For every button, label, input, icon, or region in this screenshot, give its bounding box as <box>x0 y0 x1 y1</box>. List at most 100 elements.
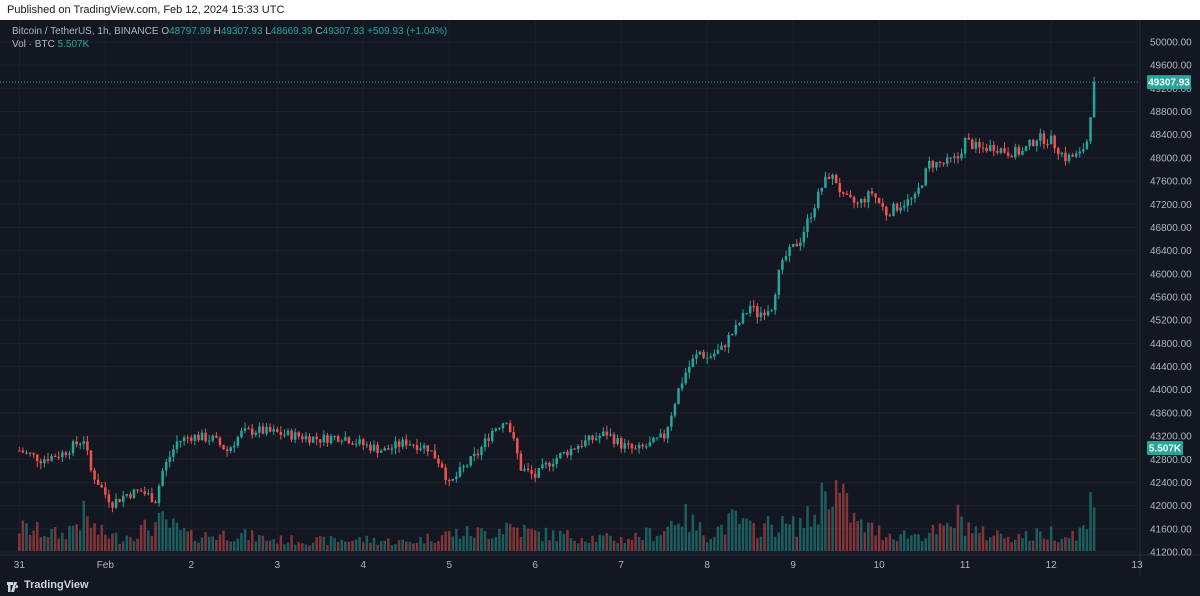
volume-bar <box>924 538 927 551</box>
volume-bar <box>1057 542 1060 551</box>
volume-bar <box>451 536 455 551</box>
candle-down <box>895 203 899 211</box>
candle-down <box>369 444 372 451</box>
volume-bar <box>566 530 569 551</box>
candle-down <box>326 434 329 444</box>
candle-up <box>1021 151 1024 155</box>
time-axis-label: 2 <box>189 560 195 571</box>
candle-up <box>892 203 895 216</box>
candle-down <box>795 244 798 247</box>
volume-bar <box>645 527 648 551</box>
volume-bar <box>730 509 734 551</box>
volume-bar <box>1064 537 1067 551</box>
volume-bar <box>136 538 139 551</box>
volume-bar <box>215 539 218 551</box>
volume-bar <box>150 536 154 551</box>
volume-bar <box>426 533 429 551</box>
volume-bar <box>992 535 996 551</box>
candle-up <box>132 489 136 498</box>
volume-bar <box>788 524 791 551</box>
volume-bar <box>483 530 487 551</box>
volume-bar <box>985 540 988 551</box>
volume-bar <box>261 535 265 551</box>
candle-up <box>233 445 236 448</box>
candle-down <box>361 439 365 446</box>
price-axis-label: 49200.00 <box>1150 84 1192 95</box>
price-axis-label: 49600.00 <box>1150 61 1192 72</box>
volume-bar <box>75 524 78 551</box>
volume-bar <box>555 541 558 551</box>
volume-bar <box>1074 540 1078 551</box>
candle-down <box>519 453 523 471</box>
candle-down <box>838 183 841 193</box>
volume-bar <box>250 530 254 551</box>
candle-up <box>902 205 906 208</box>
candle-up <box>175 441 179 450</box>
volume-bar <box>401 539 404 551</box>
candle-down <box>877 197 881 204</box>
candle-down <box>533 473 537 478</box>
volume-bar <box>89 527 93 551</box>
price-axis-label: 42000.00 <box>1150 501 1192 512</box>
candle-down <box>190 437 193 441</box>
volume-bar <box>988 537 992 551</box>
candle-up <box>114 498 118 508</box>
candle-down <box>845 193 849 195</box>
volume-bar <box>713 536 716 551</box>
candle-down <box>136 489 139 491</box>
candle-down <box>215 435 218 438</box>
volume-bar <box>139 524 143 551</box>
candle-up <box>200 432 204 441</box>
close-value: 49307.93 <box>323 26 368 37</box>
footer-bar <box>0 576 1200 596</box>
candle-up <box>254 432 258 435</box>
volume-bar <box>602 535 605 551</box>
volume-bar <box>204 532 207 551</box>
volume-bar <box>974 526 978 551</box>
candle-up <box>791 244 795 247</box>
candle-up <box>340 440 344 442</box>
volume-bar <box>164 519 168 551</box>
volume-bar <box>627 538 630 551</box>
volume-bar <box>619 537 623 551</box>
candle-down <box>440 463 444 468</box>
candle-up <box>910 198 913 200</box>
volume-bar <box>508 523 512 551</box>
volume-bar <box>630 539 634 551</box>
volume-bar <box>1010 542 1013 551</box>
candle-down <box>415 445 419 450</box>
volume-bar <box>612 540 616 551</box>
candlestick-chart[interactable]: 50000.00 49600.00 49200.00 48800.00 48400.00… <box>0 20 1200 576</box>
candle-up <box>777 269 781 295</box>
volume-bar <box>243 528 247 551</box>
volume-bar <box>541 541 544 551</box>
time-axis-label: 31 <box>14 560 26 571</box>
tradingview-logo-icon[interactable] <box>7 580 21 594</box>
volume-bar <box>1092 507 1096 551</box>
volume-bar <box>498 528 501 551</box>
candle-up <box>974 141 978 149</box>
volume-bar <box>265 540 268 551</box>
volume-bar <box>319 536 322 551</box>
candle-down <box>885 206 888 216</box>
volume-bar <box>347 541 351 551</box>
volume-bar <box>387 538 390 551</box>
candle-down <box>218 437 222 445</box>
volume-bar <box>967 522 970 551</box>
candle-up <box>960 153 963 159</box>
candle-up <box>867 191 870 203</box>
candle-up <box>616 438 619 444</box>
candle-down <box>1064 152 1067 162</box>
volume-bar <box>143 519 146 551</box>
candle-down <box>627 443 630 445</box>
candle-up <box>469 456 472 466</box>
candle-up <box>713 353 716 357</box>
tradingview-brand[interactable]: TradingView <box>24 579 89 591</box>
volume-bar <box>809 526 813 551</box>
candle-down <box>39 461 43 464</box>
candle-down <box>476 453 480 456</box>
candle-up <box>645 446 648 448</box>
candle-up <box>394 441 397 449</box>
candle-down <box>129 494 132 498</box>
low-value: 48669.39 <box>271 26 316 37</box>
